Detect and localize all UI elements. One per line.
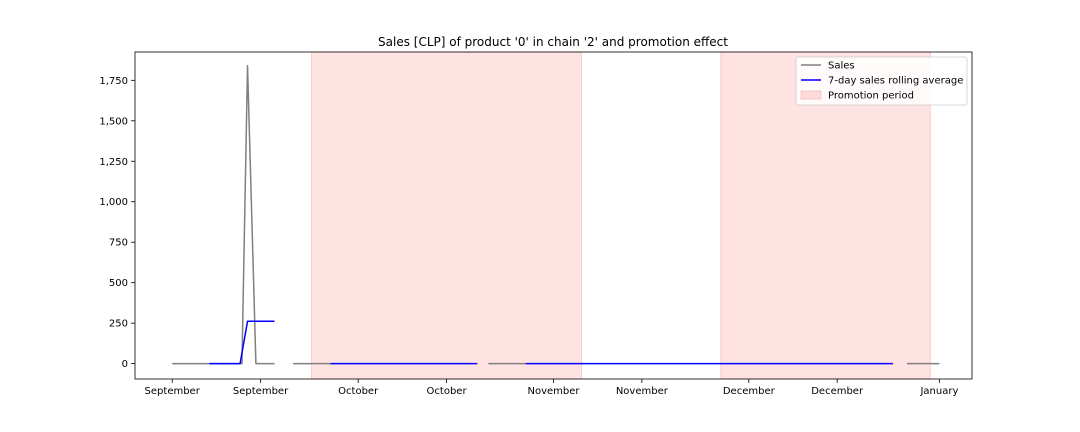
y-tick-label-4: 1,000 [99, 197, 128, 208]
promotion-spans [311, 51, 931, 380]
series-lines [172, 65, 940, 365]
y-tick-label-2: 500 [109, 278, 128, 289]
legend-label-2: Promotion period [828, 91, 914, 102]
y-tick-label-1: 250 [109, 319, 128, 330]
chart-title: Sales [CLP] of product '0' in chain '2' … [378, 35, 728, 49]
legend-label-1: 7-day sales rolling average [828, 76, 963, 87]
x-tick-label-6: December [723, 386, 776, 397]
x-tick-label-8: January [919, 386, 958, 397]
x-tick-label-3: October [427, 386, 468, 397]
x-tick-label-5: November [616, 386, 669, 397]
promotion-period-span-1 [720, 51, 931, 380]
x-tick-label-4: November [527, 386, 580, 397]
x-axis: September September October October November… [145, 379, 958, 397]
x-tick-label-2: October [338, 386, 379, 397]
series-0-segment-0 [172, 65, 275, 365]
legend-swatch-2 [800, 90, 822, 100]
series-1-segment-0 [209, 320, 275, 365]
legend: Sales 7-day sales rolling average Promotio… [795, 56, 968, 106]
y-tick-label-5: 1,250 [99, 157, 128, 168]
y-tick-label-3: 750 [109, 238, 128, 249]
y-tick-label-0: 0 [122, 359, 128, 370]
y-tick-label-6: 1,500 [99, 116, 128, 127]
legend-box [795, 56, 968, 106]
promotion-period-span-0 [311, 51, 582, 380]
y-tick-label-7: 1,750 [99, 76, 128, 87]
legend-label-0: Sales [828, 61, 855, 72]
y-axis: 0 250 500 750 1,000 1,250 1,500 1,750 [99, 76, 135, 370]
x-tick-label-0: September [145, 386, 201, 397]
x-tick-label-1: September [233, 386, 289, 397]
x-tick-label-7: December [811, 386, 864, 397]
